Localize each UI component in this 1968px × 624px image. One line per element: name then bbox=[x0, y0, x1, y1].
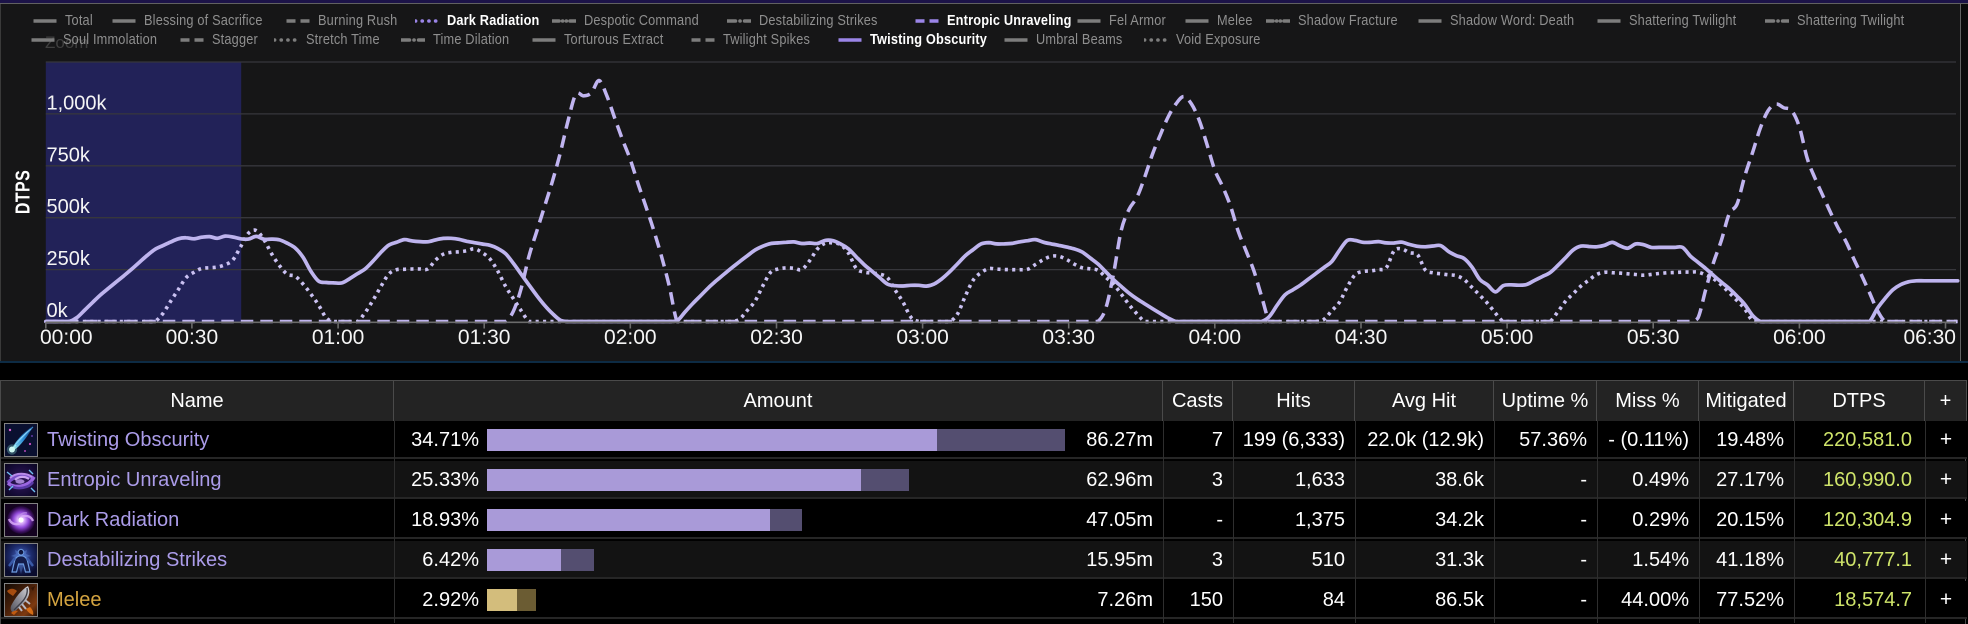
svg-text:06:00: 06:00 bbox=[1773, 326, 1826, 349]
svg-text:00:00: 00:00 bbox=[40, 326, 93, 349]
svg-text:00:30: 00:30 bbox=[166, 326, 219, 349]
svg-text:01:30: 01:30 bbox=[458, 326, 511, 349]
svg-text:750k: 750k bbox=[47, 144, 91, 166]
svg-text:06:30: 06:30 bbox=[1903, 326, 1956, 349]
svg-text:500k: 500k bbox=[47, 196, 91, 218]
svg-text:04:30: 04:30 bbox=[1335, 326, 1388, 349]
svg-text:0k: 0k bbox=[47, 300, 69, 322]
svg-text:01:00: 01:00 bbox=[312, 326, 365, 349]
svg-text:03:30: 03:30 bbox=[1042, 326, 1095, 349]
svg-text:03:00: 03:00 bbox=[896, 326, 949, 349]
svg-text:05:00: 05:00 bbox=[1481, 326, 1534, 349]
svg-text:250k: 250k bbox=[47, 248, 91, 270]
svg-text:02:30: 02:30 bbox=[750, 326, 803, 349]
svg-text:04:00: 04:00 bbox=[1189, 326, 1242, 349]
svg-text:1,000k: 1,000k bbox=[47, 92, 108, 114]
svg-text:02:00: 02:00 bbox=[604, 326, 657, 349]
svg-text:05:30: 05:30 bbox=[1627, 326, 1680, 349]
